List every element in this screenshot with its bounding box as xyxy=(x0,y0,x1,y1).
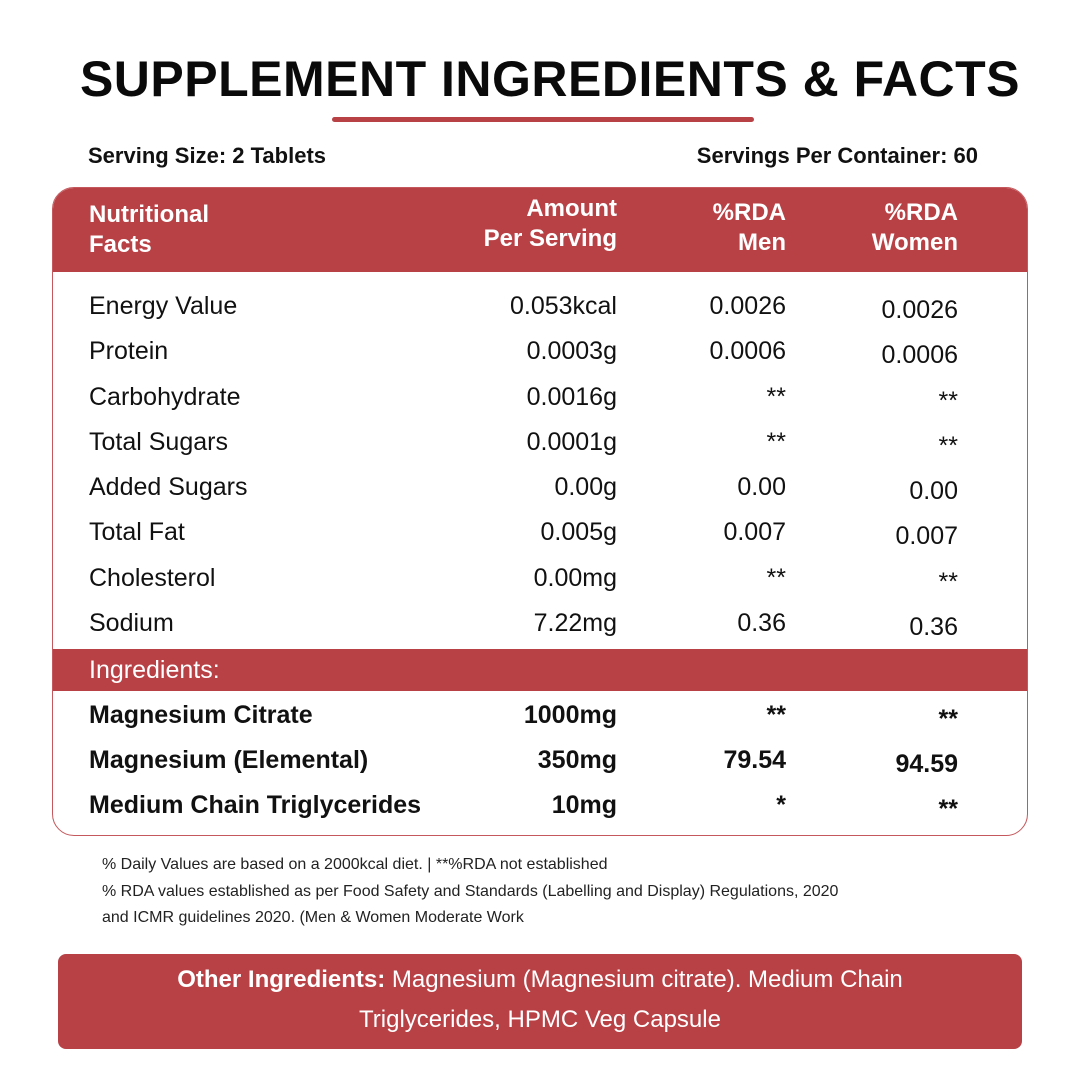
row-amount: 10mg xyxy=(551,791,617,819)
row-name: Cholesterol xyxy=(89,563,216,592)
table-row: Magnesium Citrate 1000mg ** ** xyxy=(53,697,1027,742)
row-rda-women: ** xyxy=(938,386,958,415)
row-rda-women: ** xyxy=(938,705,958,733)
row-rda-women: ** xyxy=(938,795,958,823)
row-name: Magnesium Citrate xyxy=(89,701,313,729)
row-name: Energy Value xyxy=(89,292,238,320)
row-rda-men: ** xyxy=(766,701,786,729)
row-name: Total Fat xyxy=(89,518,185,547)
page-title: SUPPLEMENT INGREDIENTS & FACTS xyxy=(79,51,1021,107)
other-ingredients-box: Other Ingredients: Magnesium (Magnesium … xyxy=(58,954,1022,1049)
row-rda-men: 0.007 xyxy=(723,518,786,547)
row-rda-men: 0.0026 xyxy=(709,292,786,320)
header-rda-men: %RDA Men xyxy=(712,199,786,256)
facts-panel: Nutritional Facts Amount Per Serving %RD… xyxy=(52,187,1028,836)
row-rda-women: 0.0026 xyxy=(881,296,958,324)
row-amount: 1000mg xyxy=(523,701,617,729)
table-row: Magnesium (Elemental) 350mg 79.54 94.59 xyxy=(53,742,1027,787)
row-rda-men: ** xyxy=(766,563,786,592)
title-underline xyxy=(332,117,754,122)
nutrition-rows: Energy Value 0.053kcal 0.0026 0.0026 Pro… xyxy=(53,288,1027,650)
row-rda-women: 0.00 xyxy=(909,477,958,506)
row-amount: 0.00g xyxy=(554,473,617,502)
table-row: Cholesterol 0.00mg ** ** xyxy=(53,560,1027,605)
row-rda-men: 0.36 xyxy=(737,609,786,638)
row-name: Total Sugars xyxy=(89,427,228,456)
table-row: Total Sugars 0.0001g ** ** xyxy=(53,424,1027,469)
row-rda-men: 0.00 xyxy=(737,473,786,502)
row-name: Carbohydrate xyxy=(89,382,241,411)
header-nutritional-facts: Nutritional Facts xyxy=(89,201,209,258)
row-rda-men: * xyxy=(776,791,786,819)
table-row: Sodium 7.22mg 0.36 0.36 xyxy=(53,605,1027,650)
row-name: Sodium xyxy=(89,609,174,638)
other-ingredients-text: Magnesium (Magnesium citrate). Medium Ch… xyxy=(359,966,903,1033)
ingredients-label: Ingredients: xyxy=(89,656,220,684)
row-rda-women: ** xyxy=(938,431,958,460)
row-rda-women: 94.59 xyxy=(895,750,958,778)
row-rda-men: 0.0006 xyxy=(709,337,786,366)
row-rda-men: ** xyxy=(766,382,786,411)
row-rda-men: 79.54 xyxy=(723,746,786,774)
table-row: Protein 0.0003g 0.0006 0.0006 xyxy=(53,333,1027,378)
row-rda-women: 0.0006 xyxy=(881,341,958,370)
row-amount: 7.22mg xyxy=(533,609,617,638)
table-row: Energy Value 0.053kcal 0.0026 0.0026 xyxy=(53,288,1027,333)
servings-per-container: Servings Per Container: 60 xyxy=(696,143,978,168)
row-amount: 0.0003g xyxy=(526,337,617,366)
row-amount: 0.005g xyxy=(540,518,617,547)
row-name: Added Sugars xyxy=(89,473,248,502)
other-ingredients-label: Other Ingredients: xyxy=(177,966,386,993)
row-amount: 0.053kcal xyxy=(509,292,617,320)
row-amount: 350mg xyxy=(537,746,617,774)
row-rda-men: ** xyxy=(766,427,786,456)
row-name: Magnesium (Elemental) xyxy=(89,746,369,774)
table-row: Total Fat 0.005g 0.007 0.007 xyxy=(53,514,1027,559)
serving-size: Serving Size: 2 Tablets xyxy=(88,143,327,168)
header-amount-per-serving: Amount Per Serving xyxy=(483,195,617,252)
table-row: Added Sugars 0.00g 0.00 0.00 xyxy=(53,469,1027,514)
footnotes: % Daily Values are based on a 2000kcal d… xyxy=(102,852,838,932)
row-name: Protein xyxy=(89,337,169,366)
row-amount: 0.0016g xyxy=(526,382,617,411)
row-name: Medium Chain Triglycerides xyxy=(89,791,422,819)
row-amount: 0.0001g xyxy=(526,427,617,456)
table-row: Medium Chain Triglycerides 10mg * ** xyxy=(53,787,1027,832)
row-rda-women: 0.36 xyxy=(909,613,958,642)
footnote-line: % Daily Values are based on a 2000kcal d… xyxy=(102,856,608,873)
footnote-line: % RDA values established as per Food Saf… xyxy=(102,882,839,900)
row-amount: 0.00mg xyxy=(533,563,617,592)
ingredients-band: Ingredients: xyxy=(53,649,1027,691)
header-rda-women: %RDA Women xyxy=(871,199,958,256)
row-rda-women: ** xyxy=(938,567,958,596)
table-row: Carbohydrate 0.0016g ** ** xyxy=(53,379,1027,424)
table-header: Nutritional Facts Amount Per Serving %RD… xyxy=(53,188,1027,272)
footnote-line: and ICMR guidelines 2020. (Men & Women M… xyxy=(102,909,524,926)
row-rda-women: 0.007 xyxy=(895,522,958,551)
ingredient-rows: Magnesium Citrate 1000mg ** ** Magnesium… xyxy=(53,697,1027,832)
